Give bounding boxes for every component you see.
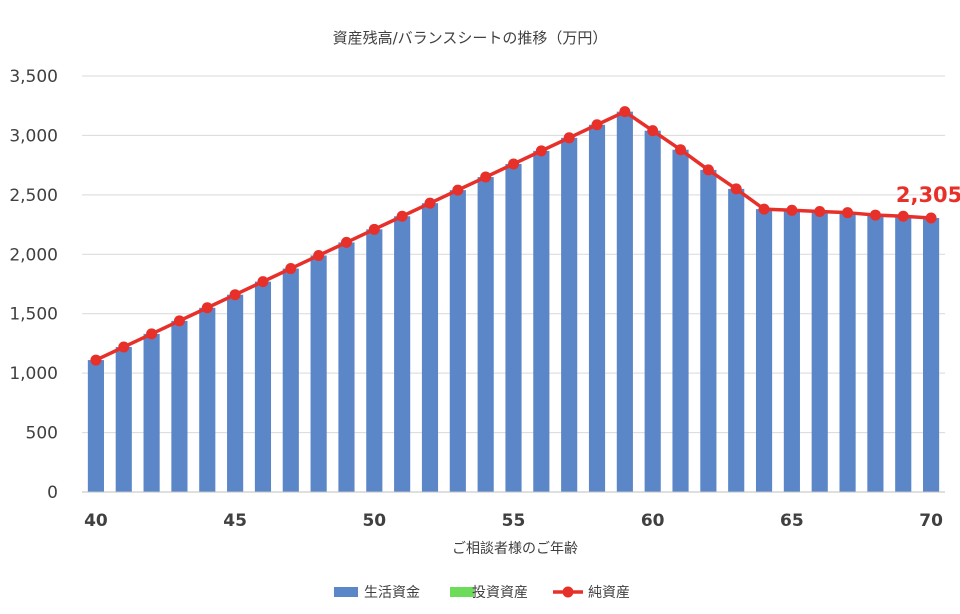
x-tick-label: 55	[502, 511, 526, 531]
net-asset-line	[90, 106, 937, 366]
net-asset-point	[730, 183, 742, 195]
x-axis-label: ご相談者様のご年齢	[452, 541, 578, 557]
annotation-label: 2,305	[896, 183, 960, 207]
net-asset-point	[285, 263, 297, 275]
bar-living-funds	[87, 360, 104, 492]
net-asset-point	[869, 209, 881, 221]
legend-label: 投資資産	[472, 585, 528, 601]
net-asset-point	[396, 210, 408, 222]
bar-living-funds	[895, 216, 912, 492]
net-asset-point	[452, 184, 464, 196]
bar-living-funds	[338, 242, 355, 492]
x-tick-label: 45	[223, 511, 247, 531]
bar-living-funds	[310, 255, 327, 492]
bar-living-funds	[672, 149, 689, 493]
bar-living-funds	[394, 216, 411, 492]
bars	[87, 111, 940, 493]
bar-living-funds	[700, 169, 717, 492]
bar-living-funds	[644, 130, 661, 492]
net-asset-point	[591, 119, 603, 131]
bar-living-funds	[115, 346, 132, 492]
y-tick-label: 1,500	[9, 305, 58, 325]
net-asset-point	[313, 249, 325, 261]
x-tick-label: 65	[780, 511, 804, 531]
bar-living-funds	[171, 320, 188, 492]
net-asset-point	[842, 207, 854, 219]
net-asset-point	[647, 125, 659, 137]
y-axis-ticks: 0 500 1,000 1,500 2,000 2,500 3,000 3,500	[9, 67, 58, 503]
x-tick-label: 70	[919, 511, 943, 531]
legend-label: 生活資金	[364, 585, 420, 601]
net-asset-point	[90, 354, 102, 366]
bar-living-funds	[839, 212, 856, 492]
net-asset-point	[619, 106, 631, 118]
net-asset-point	[925, 212, 937, 224]
bar-living-funds	[923, 218, 940, 492]
bar-living-funds	[143, 333, 160, 492]
bar-living-funds	[254, 281, 272, 492]
bar-living-funds	[616, 111, 633, 493]
bar-living-funds	[728, 188, 745, 492]
legend-label: 純資産	[588, 585, 630, 601]
bar-living-funds	[366, 229, 383, 492]
net-asset-point	[229, 289, 241, 301]
legend-swatch-investment-assets	[450, 587, 474, 597]
net-asset-point	[424, 197, 436, 209]
y-tick-label: 2,500	[9, 186, 58, 206]
net-asset-point	[257, 276, 269, 288]
net-asset-point	[480, 171, 492, 183]
y-tick-label: 3,500	[9, 67, 58, 87]
x-tick-label: 40	[84, 511, 108, 531]
y-tick-label: 2,000	[9, 245, 58, 265]
bar-living-funds	[505, 163, 522, 492]
y-tick-label: 0	[47, 483, 58, 503]
x-tick-label: 50	[362, 511, 386, 531]
bar-living-funds	[811, 211, 828, 493]
bar-living-funds	[227, 294, 244, 492]
net-asset-point	[340, 236, 352, 248]
legend-swatch-living-funds	[334, 587, 358, 597]
net-asset-point	[535, 145, 547, 157]
bar-living-funds	[755, 209, 773, 492]
legend-swatch-net-assets-marker	[562, 586, 574, 598]
bar-living-funds	[533, 150, 550, 492]
x-tick-label: 60	[641, 511, 665, 531]
bar-living-funds	[449, 190, 466, 493]
net-asset-point	[368, 223, 380, 235]
net-asset-point	[118, 341, 130, 353]
annotations: 2,305	[896, 183, 960, 207]
net-asset-point	[563, 132, 575, 144]
net-asset-point	[675, 144, 687, 156]
y-tick-label: 3,000	[9, 126, 58, 146]
net-asset-point	[758, 203, 770, 215]
bar-living-funds	[199, 307, 216, 492]
y-tick-label: 1,000	[9, 364, 58, 384]
bar-living-funds	[588, 124, 606, 492]
net-asset-point	[814, 205, 826, 217]
bar-living-funds	[561, 137, 578, 492]
net-asset-point	[201, 302, 213, 314]
net-asset-point	[897, 210, 909, 222]
bar-living-funds	[282, 268, 299, 492]
bar-living-funds	[867, 215, 884, 492]
net-asset-point	[146, 328, 158, 340]
y-tick-label: 500	[26, 424, 58, 444]
net-asset-point	[702, 164, 714, 176]
net-asset-point	[786, 204, 798, 216]
legend: 生活資金 投資資産 純資産	[334, 585, 630, 601]
net-asset-point	[173, 315, 185, 327]
net-asset-point	[508, 158, 519, 170]
bar-living-funds	[477, 177, 494, 492]
chart-title: 資産残高/バランスシートの推移（万円）	[333, 29, 608, 47]
bar-living-funds	[421, 203, 439, 493]
bar-living-funds	[783, 210, 800, 492]
x-axis-ticks: 40 45 50 55 60 65 70	[84, 511, 943, 531]
